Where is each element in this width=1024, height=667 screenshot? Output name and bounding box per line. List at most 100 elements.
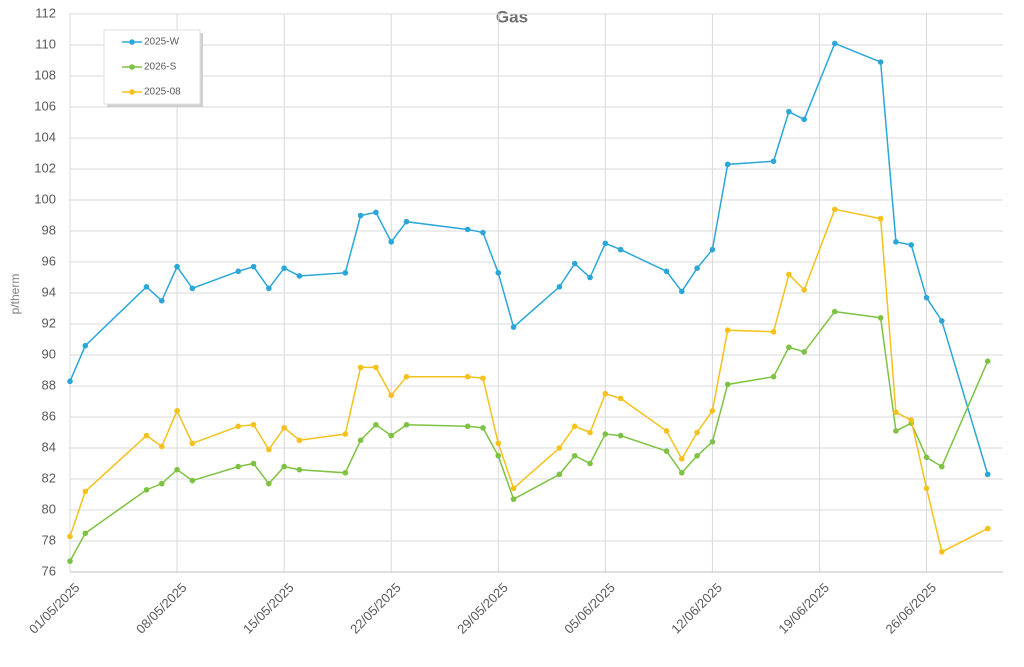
- legend-marker: [129, 64, 135, 70]
- data-point: [801, 349, 807, 355]
- data-point: [556, 445, 563, 451]
- data-point: [908, 242, 915, 248]
- data-point: [158, 297, 165, 304]
- data-point: [984, 525, 991, 532]
- x-tick-label: 01/05/2025: [26, 580, 83, 637]
- data-point: [296, 466, 303, 473]
- data-point: [724, 161, 731, 168]
- data-point: [663, 428, 670, 434]
- y-tick-label: 104: [34, 129, 56, 144]
- data-point: [67, 558, 73, 564]
- data-point: [373, 209, 379, 216]
- data-point: [893, 428, 899, 434]
- x-tick-label: 08/05/2025: [133, 580, 190, 637]
- data-point: [801, 287, 807, 293]
- data-point: [388, 432, 394, 439]
- data-point: [877, 315, 884, 321]
- data-point: [388, 392, 394, 399]
- chart-title: Gas: [496, 7, 528, 26]
- data-point: [786, 344, 792, 351]
- data-point: [342, 270, 349, 276]
- data-point: [403, 218, 410, 225]
- data-point: [786, 108, 792, 115]
- data-point: [602, 390, 609, 397]
- data-point: [617, 395, 624, 402]
- data-point: [373, 421, 379, 428]
- legend-label: 2026-S: [144, 62, 177, 73]
- data-point: [250, 263, 257, 270]
- y-tick-label: 98: [42, 222, 56, 237]
- y-tick-label: 106: [34, 98, 56, 113]
- x-tick-label: 12/06/2025: [668, 580, 725, 637]
- data-point: [143, 284, 150, 290]
- data-point: [464, 423, 471, 430]
- data-point: [510, 485, 517, 492]
- data-point: [709, 246, 716, 253]
- data-point: [831, 206, 838, 213]
- data-point: [770, 158, 777, 165]
- data-point: [939, 463, 945, 470]
- data-point: [510, 324, 517, 330]
- data-point: [679, 456, 685, 462]
- data-point: [281, 463, 287, 470]
- data-point: [770, 373, 777, 380]
- data-point: [709, 439, 716, 445]
- data-point: [403, 421, 410, 428]
- data-point: [587, 460, 593, 467]
- data-point: [464, 226, 471, 233]
- data-point: [984, 358, 991, 365]
- data-point: [663, 268, 670, 275]
- data-point: [388, 239, 394, 245]
- data-point: [235, 463, 242, 470]
- data-point: [801, 116, 807, 123]
- data-point: [786, 271, 792, 278]
- y-tick-label: 94: [42, 284, 56, 299]
- y-tick-label: 112: [35, 5, 56, 20]
- data-point: [587, 274, 593, 281]
- data-point: [984, 471, 991, 478]
- data-point: [82, 342, 89, 349]
- data-point: [357, 437, 364, 444]
- data-point: [373, 364, 379, 371]
- data-point: [281, 265, 287, 272]
- legend-label: 2025-W: [144, 37, 180, 48]
- legend-marker: [129, 39, 135, 45]
- y-tick-label: 88: [42, 377, 56, 392]
- data-point: [266, 446, 272, 453]
- legend-marker: [129, 89, 135, 95]
- data-point: [877, 215, 884, 222]
- data-point: [480, 229, 486, 236]
- data-point: [296, 437, 303, 444]
- data-point: [143, 432, 150, 439]
- data-point: [67, 533, 73, 540]
- data-point: [189, 285, 196, 292]
- y-tick-label: 96: [42, 253, 56, 268]
- y-tick-label: 110: [35, 36, 56, 51]
- legend-label: 2025-08: [144, 87, 181, 98]
- data-point: [158, 443, 165, 450]
- data-point: [571, 260, 578, 267]
- x-tick-label: 29/05/2025: [454, 580, 511, 637]
- data-point: [281, 425, 287, 431]
- data-point: [342, 470, 349, 476]
- data-point: [189, 477, 196, 484]
- data-point: [143, 487, 150, 493]
- y-tick-label: 86: [42, 408, 56, 423]
- data-point: [602, 431, 609, 437]
- data-point: [663, 448, 670, 454]
- data-point: [694, 452, 700, 459]
- data-point: [923, 454, 930, 461]
- x-tick-label: 05/06/2025: [561, 580, 618, 637]
- y-tick-label: 92: [42, 315, 56, 330]
- data-point: [770, 328, 777, 335]
- series-line: [69, 42, 989, 475]
- data-point: [495, 270, 502, 276]
- data-point: [602, 240, 609, 247]
- data-point: [464, 373, 471, 380]
- data-point: [158, 480, 165, 487]
- data-point: [617, 432, 624, 439]
- data-point: [571, 423, 578, 430]
- data-point: [617, 246, 624, 253]
- data-point: [556, 284, 563, 290]
